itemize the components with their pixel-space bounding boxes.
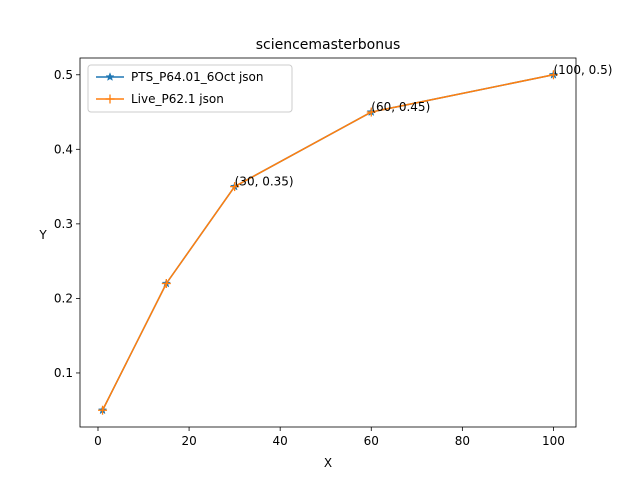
series-line — [101, 74, 554, 411]
chart-title: sciencemasterbonus — [256, 37, 401, 53]
series-1 — [97, 69, 559, 415]
data-label: (30, 0.35) — [235, 175, 294, 189]
x-tick-label: 0 — [94, 434, 102, 448]
x-tick-label: 80 — [455, 434, 470, 448]
legend: PTS_P64.01_6Oct json Live_P62.1 json — [87, 64, 293, 113]
x-tick-label: 60 — [364, 434, 379, 448]
y-tick-label: 0.2 — [54, 291, 73, 305]
data-point — [105, 72, 115, 81]
x-tick-label: 100 — [542, 434, 565, 448]
y-tick-label: 0.1 — [54, 366, 73, 380]
legend-item: PTS_P64.01_6Oct json — [96, 70, 264, 84]
x-tick-label: 40 — [273, 434, 288, 448]
y-tick-label: 0.5 — [54, 68, 73, 82]
legend-item: Live_P62.1 json — [96, 92, 224, 106]
legend-label: Live_P62.1 json — [131, 92, 224, 106]
plot-area: 0 20 40 60 80 100 0.1 0.2 0.3 0.4 0.5 (30, 0.35) (60… — [54, 57, 612, 448]
y-axis-label: Y — [38, 228, 47, 242]
data-label: (100, 0.5) — [553, 63, 612, 77]
series-2 — [98, 70, 558, 415]
x-axis-label: X — [324, 456, 332, 470]
axes-frame — [79, 57, 577, 428]
y-tick-label: 0.4 — [54, 142, 73, 156]
legend-label: PTS_P64.01_6Oct json — [131, 70, 264, 84]
y-tick-label: 0.3 — [54, 217, 73, 231]
x-tick-label: 20 — [181, 434, 196, 448]
data-label: (60, 0.45) — [371, 100, 430, 114]
legend-box — [87, 64, 293, 113]
series-line — [101, 74, 554, 411]
